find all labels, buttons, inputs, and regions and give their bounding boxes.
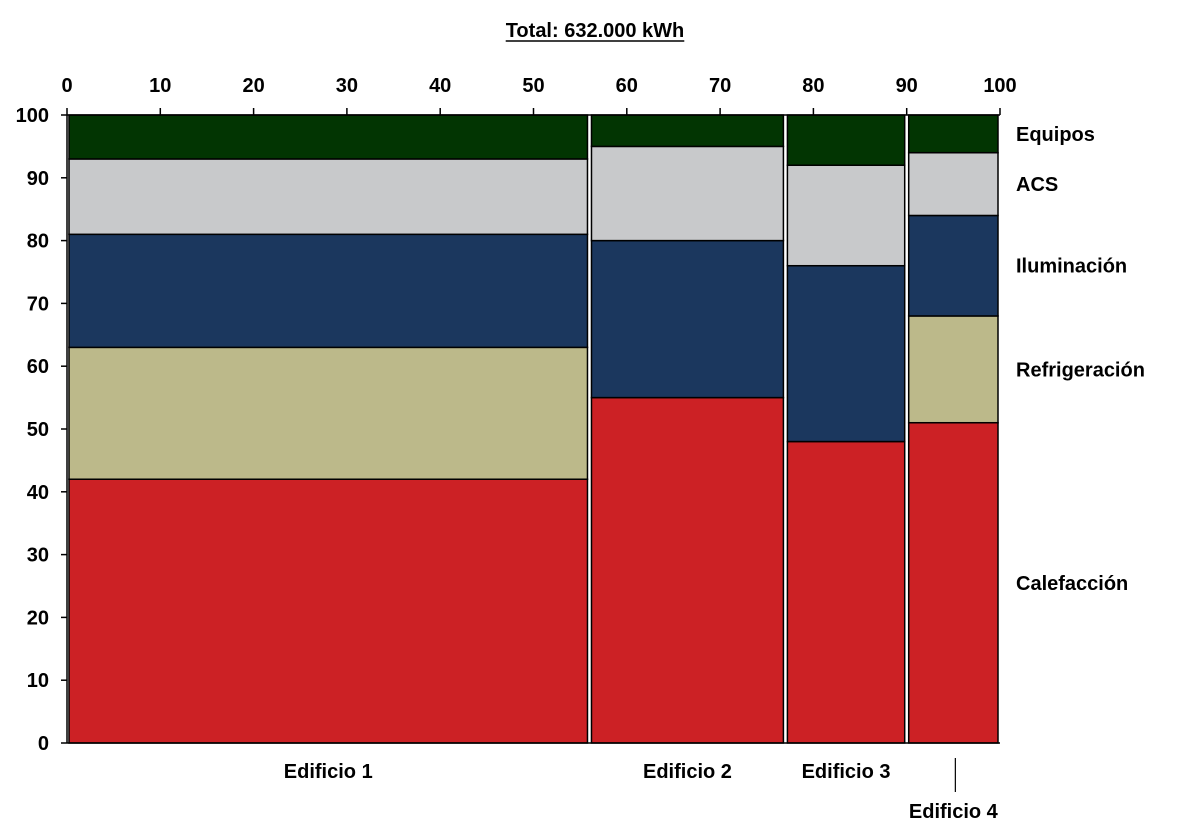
y-tick-label: 90 xyxy=(27,168,49,190)
bar-segment xyxy=(590,396,785,744)
y-tick-label: 100 xyxy=(16,105,49,127)
bar-segment xyxy=(907,421,999,744)
series-label: Calefacción xyxy=(1016,573,1128,595)
bar-segment xyxy=(68,114,589,160)
bar-segment xyxy=(786,264,906,443)
bar-segment xyxy=(786,164,906,267)
bar-segment xyxy=(590,239,785,399)
y-tick-label: 40 xyxy=(27,482,49,504)
x-tick-label: 40 xyxy=(429,75,451,97)
y-tick-label: 0 xyxy=(38,733,49,755)
bar-segment xyxy=(68,478,589,744)
series-label: Refrigeración xyxy=(1016,359,1145,381)
bar-segment xyxy=(68,233,589,349)
x-tick-label: 30 xyxy=(336,75,358,97)
column-label: Edificio 3 xyxy=(802,761,891,783)
bar-segment xyxy=(590,145,785,242)
y-tick-label: 20 xyxy=(27,607,49,629)
x-tick-label: 90 xyxy=(896,75,918,97)
bar-segment xyxy=(68,346,589,480)
bar-segment xyxy=(786,114,906,166)
series-label: ACS xyxy=(1016,174,1058,196)
x-tick-label: 70 xyxy=(709,75,731,97)
chart-title: Total: 632.000 kWh xyxy=(506,20,685,42)
x-tick-label: 80 xyxy=(802,75,824,97)
axes xyxy=(61,108,1001,744)
y-tick-label: 50 xyxy=(27,419,49,441)
column-label: Edificio 1 xyxy=(284,761,373,783)
bar-segments xyxy=(68,114,999,744)
bar-segment xyxy=(786,440,906,744)
column-label: Edificio 4 xyxy=(909,801,999,823)
x-tick-label: 20 xyxy=(242,75,264,97)
bar-segment xyxy=(907,114,999,154)
y-tick-label: 60 xyxy=(27,356,49,378)
y-tick-label: 80 xyxy=(27,231,49,253)
bar-segment xyxy=(907,151,999,217)
x-tick-label: 0 xyxy=(61,75,72,97)
bar-segment xyxy=(907,214,999,317)
series-label: Equipos xyxy=(1016,124,1095,146)
series-label: Iluminación xyxy=(1016,256,1127,278)
x-tick-label: 10 xyxy=(149,75,171,97)
labels: 0 10 20 30 40 50 60 70 80 90 100 0 10 20 30 40 50 60 70 80 9… xyxy=(16,75,1145,823)
y-tick-label: 70 xyxy=(27,293,49,315)
bar-segment xyxy=(907,315,999,424)
column-label: Edificio 2 xyxy=(643,761,732,783)
x-tick-label: 100 xyxy=(983,75,1016,97)
bar-segment xyxy=(68,158,589,236)
x-tick-label: 50 xyxy=(522,75,544,97)
x-tick-label: 60 xyxy=(616,75,638,97)
y-tick-label: 10 xyxy=(27,670,49,692)
y-tick-label: 30 xyxy=(27,545,49,567)
bar-segment xyxy=(590,114,785,148)
